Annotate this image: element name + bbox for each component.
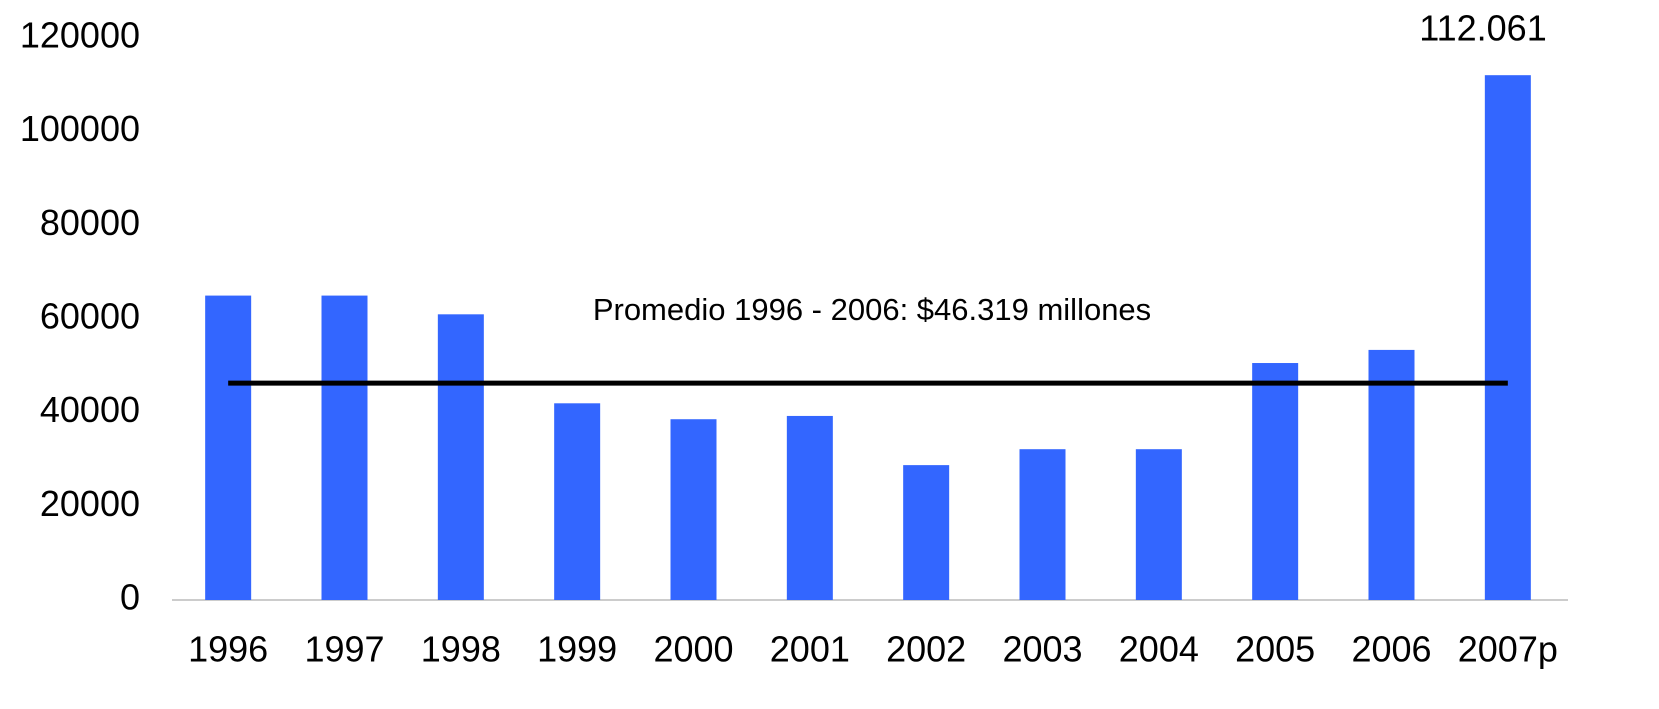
bar [1484, 75, 1531, 601]
value-label: 112.061 [1419, 8, 1546, 49]
bar [670, 419, 717, 600]
y-tick-label: 80000 [40, 202, 140, 243]
bar [321, 295, 368, 600]
x-tick-label: 2004 [1119, 629, 1199, 670]
bar [786, 415, 833, 600]
bar [205, 295, 252, 600]
x-tick-label: 1999 [537, 629, 617, 670]
bar [554, 403, 601, 600]
bar [903, 465, 950, 600]
bar [1252, 363, 1299, 600]
bar [1368, 349, 1415, 600]
x-tick-label: 1997 [304, 629, 384, 670]
average-label: Promedio 1996 - 2006: $46.319 millones [593, 292, 1151, 327]
y-tick-label: 60000 [40, 296, 140, 337]
y-tick-label: 40000 [40, 389, 140, 430]
y-tick-label: 120000 [20, 15, 140, 56]
x-tick-label: 2006 [1351, 629, 1431, 670]
x-tick-label: 1998 [421, 629, 501, 670]
bar [1019, 449, 1066, 600]
x-tick-label: 2003 [1002, 629, 1082, 670]
x-tick-label: 1996 [188, 629, 268, 670]
x-tick-label: 2000 [653, 629, 733, 670]
bar [437, 314, 484, 600]
bar [1135, 449, 1182, 600]
x-tick-label: 2001 [770, 629, 850, 670]
y-tick-label: 100000 [20, 108, 140, 149]
x-tick-label: 2005 [1235, 629, 1315, 670]
y-tick-label: 0 [120, 577, 140, 618]
x-tick-label: 2002 [886, 629, 966, 670]
y-tick-label: 20000 [40, 483, 140, 524]
x-tick-label: 2007p [1458, 629, 1558, 670]
